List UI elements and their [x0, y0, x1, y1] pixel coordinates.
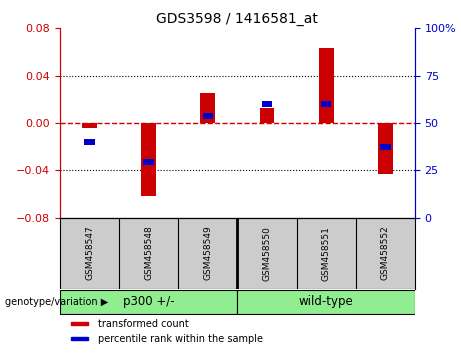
FancyBboxPatch shape	[237, 290, 415, 314]
Bar	[201, 93, 215, 123]
Text: transformed count: transformed count	[98, 319, 189, 329]
Bar	[319, 48, 334, 123]
Bar	[378, 123, 393, 174]
Text: GSM458549: GSM458549	[203, 226, 213, 280]
Text: p300 +/-: p300 +/-	[123, 295, 174, 308]
Bar	[380, 144, 390, 150]
Bar	[71, 337, 88, 340]
Text: GSM458550: GSM458550	[262, 225, 272, 281]
Bar	[202, 113, 213, 119]
Title: GDS3598 / 1416581_at: GDS3598 / 1416581_at	[156, 12, 319, 26]
Bar	[143, 159, 154, 165]
Text: GSM458548: GSM458548	[144, 226, 153, 280]
FancyBboxPatch shape	[60, 290, 237, 314]
Bar	[82, 123, 97, 128]
Bar	[71, 322, 88, 325]
Text: GSM458547: GSM458547	[85, 226, 94, 280]
Text: genotype/variation ▶: genotype/variation ▶	[5, 297, 108, 307]
Text: percentile rank within the sample: percentile rank within the sample	[98, 334, 263, 344]
Bar	[260, 108, 274, 123]
Bar	[262, 101, 272, 107]
Bar	[321, 101, 331, 107]
Text: wild-type: wild-type	[299, 295, 354, 308]
Bar	[84, 139, 95, 145]
Text: GSM458551: GSM458551	[322, 225, 331, 281]
Bar	[141, 123, 156, 196]
Text: GSM458552: GSM458552	[381, 226, 390, 280]
